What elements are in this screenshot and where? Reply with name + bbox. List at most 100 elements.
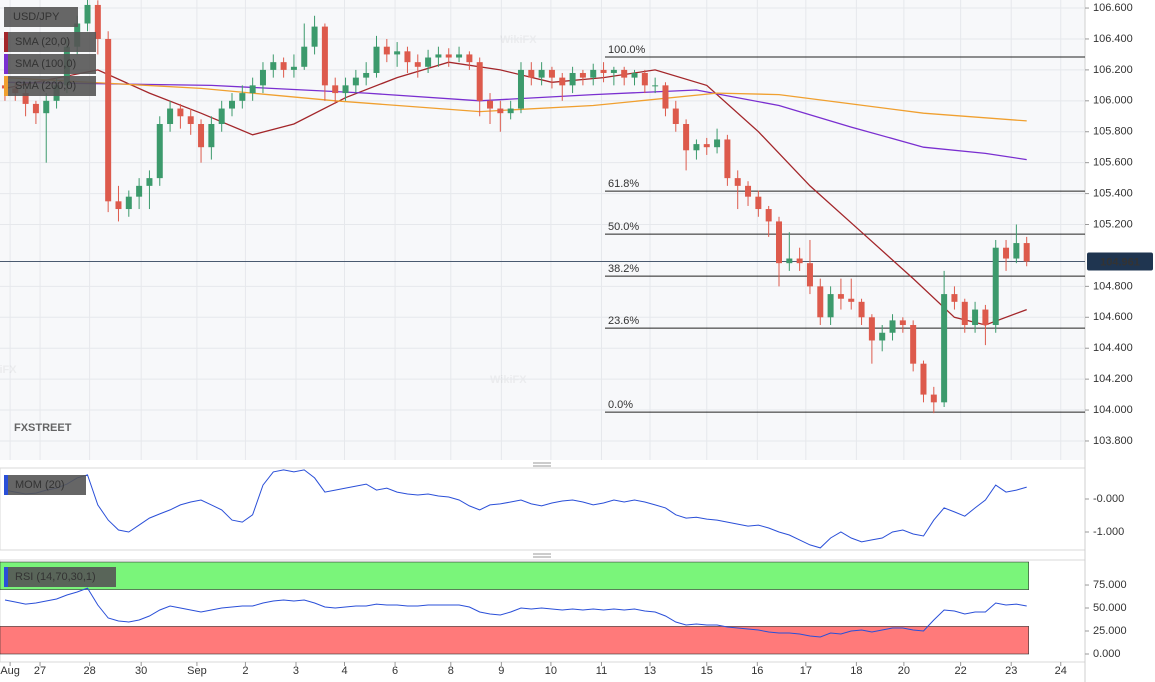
- fib-label: 50.0%: [608, 221, 639, 233]
- candle-body: [621, 69, 628, 78]
- candle-body: [208, 124, 215, 148]
- x-tick-label: 17: [800, 665, 812, 677]
- x-tick-label: 27: [34, 665, 46, 677]
- y-tick-label: 104.000: [1093, 404, 1133, 416]
- x-tick-label: 18: [850, 665, 862, 677]
- legend-box: [4, 32, 96, 52]
- candle-body: [352, 77, 359, 86]
- candle-body: [177, 108, 184, 117]
- last-price-label: 104.961: [1100, 256, 1140, 268]
- legend-swatch: [4, 475, 8, 495]
- candle-body: [383, 46, 390, 55]
- candle-body: [425, 57, 432, 67]
- x-tick-label: 8: [448, 665, 454, 677]
- y-tick-label: -1.000: [1093, 526, 1124, 538]
- y-tick-label: 105.400: [1093, 187, 1133, 199]
- fib-label: 38.2%: [608, 263, 639, 275]
- legend-box: [4, 76, 96, 96]
- candle-body: [445, 54, 452, 58]
- candle-body: [32, 103, 39, 114]
- candle-body: [229, 100, 236, 109]
- candle-body: [775, 221, 782, 264]
- candle-body: [125, 196, 132, 210]
- watermark-logo: FXSTREET: [14, 422, 72, 434]
- y-tick-label: 106.600: [1093, 2, 1133, 14]
- sma-line: [4, 81, 1027, 161]
- candle-body: [115, 201, 122, 210]
- candle-body: [1023, 243, 1030, 262]
- candle-body: [363, 72, 370, 78]
- chart-title: USD/JPY: [13, 11, 60, 23]
- legend-label: SMA (200,0): [15, 80, 76, 92]
- x-tick-label: 30: [135, 665, 147, 677]
- x-tick-label: 24: [1055, 665, 1067, 677]
- candle-body: [404, 51, 411, 63]
- candle-body: [765, 209, 772, 222]
- candle-body: [910, 325, 917, 364]
- candle-body: [146, 178, 153, 186]
- candle-body: [487, 100, 494, 109]
- candle-body: [631, 72, 638, 78]
- candle-body: [249, 85, 256, 94]
- candle-body: [538, 69, 545, 78]
- candle-body: [992, 247, 999, 326]
- y-tick-label: -0.000: [1093, 493, 1124, 505]
- x-tick-label: 4: [341, 665, 347, 677]
- candle-body: [961, 301, 968, 326]
- candle-body: [837, 294, 844, 299]
- candle-body: [755, 196, 762, 210]
- fib-label: 23.6%: [608, 315, 639, 327]
- fib-label: 0.0%: [608, 399, 633, 411]
- candle-body: [105, 38, 112, 202]
- x-tick-label: 2: [242, 665, 248, 677]
- candle-body: [373, 46, 380, 73]
- x-tick-label: 20: [898, 665, 910, 677]
- candle-body: [94, 4, 101, 39]
- candle-body: [920, 363, 927, 395]
- x-tick-label: 13: [644, 665, 656, 677]
- candle-body: [662, 85, 669, 109]
- candle-body: [786, 258, 793, 264]
- x-tick-label: 10: [545, 665, 557, 677]
- panel-title: MOM (20): [15, 479, 65, 491]
- candle-body: [610, 69, 617, 73]
- candle-body: [136, 185, 143, 197]
- y-tick-label: 75.000: [1093, 579, 1127, 591]
- legend-label: SMA (100,0): [15, 58, 76, 70]
- candle-body: [672, 108, 679, 125]
- candle-body: [889, 320, 896, 333]
- legend-swatch: [4, 32, 8, 52]
- candle-body: [683, 124, 690, 151]
- watermark: WikiFX: [500, 34, 537, 46]
- candle-body: [569, 72, 576, 86]
- x-tick-label: Aug: [0, 665, 20, 677]
- legend-label: SMA (20,0): [15, 36, 70, 48]
- y-tick-label: 104.200: [1093, 373, 1133, 385]
- x-tick-label: 15: [701, 665, 713, 677]
- candle-body: [507, 108, 514, 114]
- y-tick-label: 105.200: [1093, 218, 1133, 230]
- candle-body: [559, 77, 566, 86]
- candle-body: [476, 62, 483, 101]
- watermark: WikiFX: [490, 374, 527, 386]
- candle-body: [311, 26, 318, 47]
- candle-body: [590, 69, 597, 78]
- candle-body: [456, 54, 463, 58]
- candle-body: [652, 85, 659, 87]
- candle-body: [745, 185, 752, 197]
- x-tick-label: 22: [955, 665, 967, 677]
- candle-body: [734, 178, 741, 186]
- candle-body: [951, 294, 958, 302]
- candle-body: [868, 317, 875, 341]
- legend-box: [4, 54, 96, 74]
- candle-body: [806, 263, 813, 287]
- y-tick-label: 105.600: [1093, 157, 1133, 169]
- candle-body: [167, 108, 174, 125]
- candle-body: [1013, 243, 1020, 259]
- candle-body: [899, 320, 906, 326]
- y-tick-label: 104.800: [1093, 280, 1133, 292]
- candle-body: [43, 100, 50, 114]
- candle-body: [930, 394, 937, 403]
- last-price-tag: [1087, 252, 1153, 271]
